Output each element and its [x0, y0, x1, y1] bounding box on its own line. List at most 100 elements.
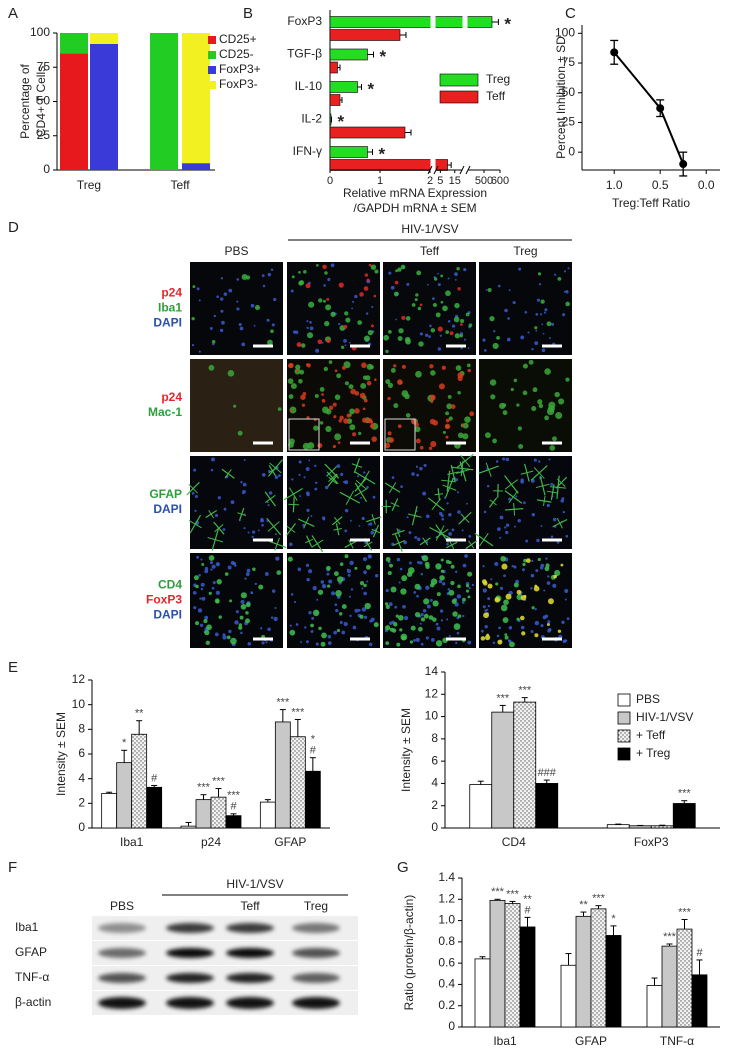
- axis-break: [430, 10, 436, 174]
- bar: [329, 113, 332, 126]
- cell: [425, 636, 429, 640]
- cell: [549, 445, 556, 451]
- cell: [462, 424, 465, 427]
- cell: [364, 602, 371, 610]
- cell: [348, 341, 351, 344]
- cell: [370, 420, 374, 424]
- cell: [371, 528, 381, 534]
- micrograph: [383, 262, 476, 355]
- cell: [387, 329, 392, 334]
- cell: [500, 604, 508, 612]
- cell: [536, 298, 540, 302]
- annotation: ***: [212, 775, 226, 787]
- cell: [354, 487, 368, 497]
- cell: [346, 413, 351, 418]
- cell: [482, 581, 488, 586]
- cell: [516, 617, 520, 621]
- cell: [456, 266, 460, 271]
- bar: [560, 964, 577, 1028]
- cell: [486, 608, 489, 611]
- cell: [327, 635, 332, 639]
- micrograph: [190, 359, 283, 452]
- column-label: PBS: [110, 899, 134, 913]
- bar: [329, 94, 341, 106]
- cell: [552, 517, 557, 522]
- y-tick-label: 25: [562, 115, 576, 129]
- cell: [505, 593, 512, 600]
- annotation: ***: [496, 692, 510, 704]
- cell: [236, 307, 240, 311]
- cell: [451, 324, 456, 328]
- x-tick-label: 1.0: [606, 178, 623, 192]
- cell: [288, 487, 298, 501]
- cell: [244, 577, 247, 580]
- cell: [398, 328, 404, 334]
- cell: [316, 264, 319, 267]
- cell: [260, 518, 264, 523]
- cell: [323, 366, 329, 372]
- cell: [408, 561, 412, 565]
- cell: [482, 565, 485, 568]
- legend-label: CD25-: [219, 47, 254, 61]
- bar: [661, 945, 678, 1028]
- cell: [211, 586, 215, 590]
- cell: [550, 535, 554, 539]
- x-tick-label: Treg: [77, 178, 101, 192]
- cell: [395, 269, 399, 273]
- cell: [340, 472, 344, 476]
- cell: [215, 590, 220, 595]
- cell: [484, 625, 488, 629]
- cell: [250, 591, 254, 594]
- cell: [390, 586, 397, 593]
- cell: [561, 620, 565, 625]
- cell: [445, 411, 450, 416]
- cell: [531, 606, 535, 610]
- cell: [394, 605, 398, 609]
- cell: [310, 515, 313, 517]
- cell: [290, 593, 294, 596]
- cell: [465, 312, 470, 317]
- cell: [224, 572, 229, 576]
- cell: [273, 297, 277, 302]
- cell: [471, 583, 475, 587]
- cell: [455, 468, 471, 474]
- cell: [453, 316, 460, 323]
- cell: [551, 322, 555, 326]
- cell: [511, 564, 514, 568]
- bar: [628, 825, 652, 829]
- cell: [508, 497, 512, 501]
- cell: [344, 480, 349, 485]
- cell: [388, 437, 395, 443]
- cell: [304, 538, 314, 544]
- cell: [384, 602, 389, 606]
- cell: [193, 606, 197, 610]
- cell: [537, 557, 541, 562]
- annotation: ***: [276, 697, 290, 709]
- band: [98, 923, 146, 933]
- cell: [535, 483, 550, 489]
- cell: [221, 320, 225, 325]
- point: [656, 104, 665, 113]
- cell: [451, 598, 457, 604]
- cell: [254, 582, 258, 586]
- bar: [672, 803, 696, 829]
- cell: [227, 565, 232, 570]
- cell: [460, 454, 471, 468]
- cell: [188, 520, 202, 529]
- cell: [393, 364, 397, 368]
- cell: [288, 363, 294, 369]
- cell: [438, 579, 443, 584]
- legend-swatch: [617, 729, 631, 743]
- y-tick-label: FoxP3: [287, 14, 322, 28]
- cell: [388, 271, 392, 275]
- cell: [465, 502, 468, 505]
- cell: [454, 272, 458, 276]
- cell: [308, 459, 311, 462]
- cell: [345, 490, 355, 505]
- cell: [504, 635, 509, 640]
- cell: [207, 537, 224, 543]
- cell: [447, 471, 459, 476]
- cell: [487, 604, 491, 608]
- cell: [328, 473, 338, 482]
- cell: [385, 641, 390, 646]
